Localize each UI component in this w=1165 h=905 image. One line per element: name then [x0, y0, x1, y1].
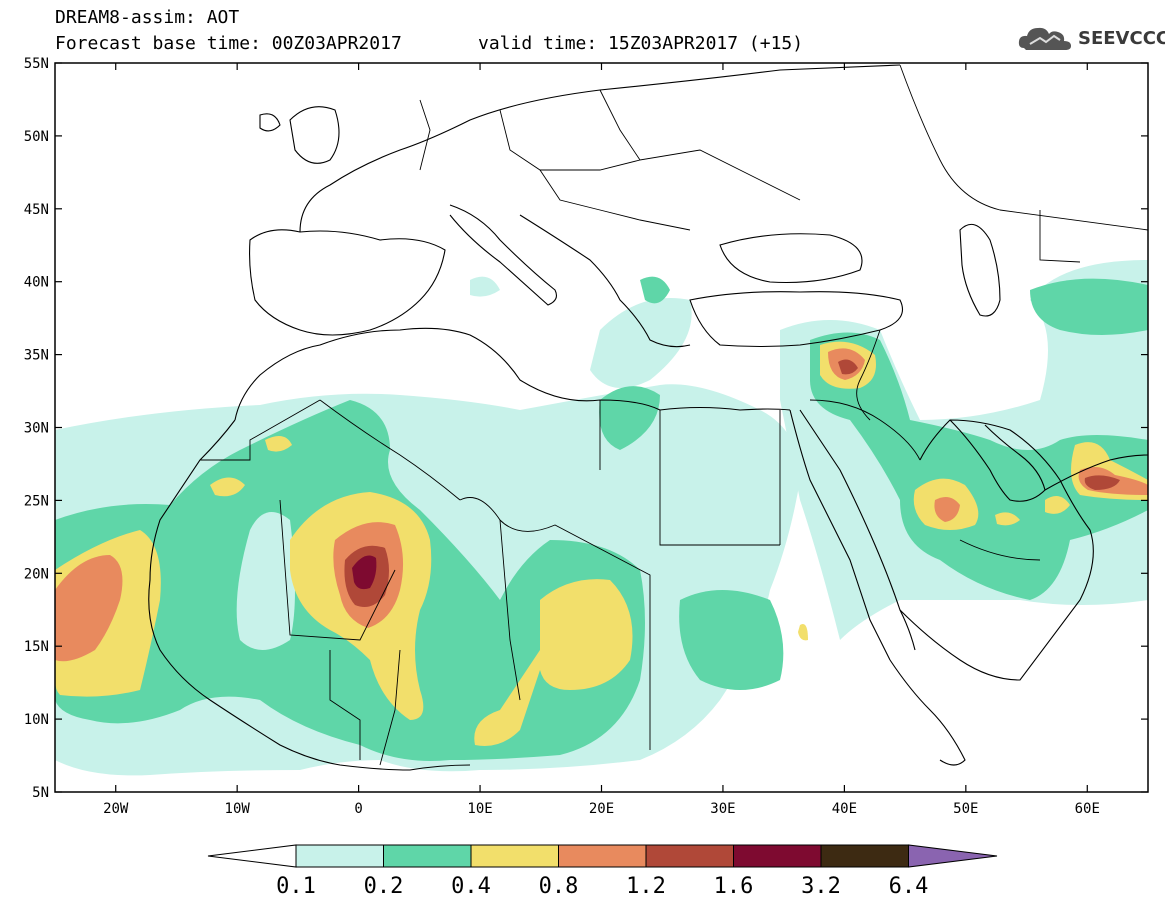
colorbar-label: 0.4 — [451, 874, 491, 899]
colorbar: 0.1 0.2 0.4 0.8 1.2 1.6 3.2 6.4 — [207, 844, 998, 899]
aot-fields — [55, 260, 1148, 776]
lat-tick-label: 50N — [24, 129, 49, 145]
chart-title: DREAM8-assim: AOT — [55, 7, 240, 28]
lon-tick-label: 30E — [710, 801, 735, 817]
coastlines — [148, 64, 1148, 771]
lon-tick-label: 60E — [1075, 801, 1100, 817]
lon-tick-label: 50E — [953, 801, 978, 817]
lat-tick-label: 25N — [24, 493, 49, 509]
colorbar-label: 3.2 — [801, 874, 841, 899]
forecast-base-time: Forecast base time: 00Z03APR2017 — [55, 33, 402, 54]
lat-axis: 5N 10N 15N 20N 25N 30N 35N 40N 45N 50N 55N — [24, 56, 1148, 801]
lon-tick-label: 20E — [589, 801, 614, 817]
lon-tick-label: 40E — [832, 801, 857, 817]
colorbar-label: 6.4 — [889, 874, 929, 899]
colorbar-label: 0.8 — [539, 874, 579, 899]
lat-tick-label: 15N — [24, 639, 49, 655]
aot-level-1.6 — [352, 555, 377, 590]
cloud-icon — [1018, 27, 1071, 50]
lat-tick-label: 35N — [24, 348, 49, 364]
colorbar-swatch — [295, 844, 384, 868]
colorbar-left-arrow — [207, 844, 297, 868]
lon-tick-label: 0 — [354, 801, 362, 817]
colorbar-label: 1.2 — [626, 874, 666, 899]
colorbar-label: 0.1 — [276, 874, 316, 899]
lat-tick-label: 5N — [32, 785, 49, 801]
lat-tick-label: 40N — [24, 275, 49, 291]
colorbar-swatch — [558, 844, 647, 868]
colorbar-right-arrow — [908, 844, 998, 868]
lat-tick-label: 45N — [24, 202, 49, 218]
lat-tick-label: 30N — [24, 421, 49, 437]
logo-text: SEEVCCC — [1078, 28, 1165, 49]
lat-tick-label: 20N — [24, 566, 49, 582]
seevccc-logo: SEEVCCC — [1016, 22, 1165, 56]
colorbar-swatch — [645, 844, 734, 868]
lat-tick-label: 10N — [24, 712, 49, 728]
valid-time: valid time: 15Z03APR2017 (+15) — [478, 33, 804, 54]
colorbar-swatch — [383, 844, 472, 868]
colorbar-swatch — [820, 844, 909, 868]
lon-axis: 20W 10W 0 10E 20E 30E 40E 50E 60E — [103, 63, 1100, 817]
lon-tick-label: 20W — [103, 801, 129, 817]
colorbar-label: 1.6 — [714, 874, 754, 899]
colorbar-label: 0.2 — [364, 874, 404, 899]
colorbar-swatch — [733, 844, 822, 868]
country-borders — [200, 64, 1148, 766]
lon-tick-label: 10E — [467, 801, 492, 817]
lon-tick-label: 10W — [225, 801, 251, 817]
lat-tick-label: 55N — [24, 56, 49, 72]
colorbar-swatch — [470, 844, 559, 868]
